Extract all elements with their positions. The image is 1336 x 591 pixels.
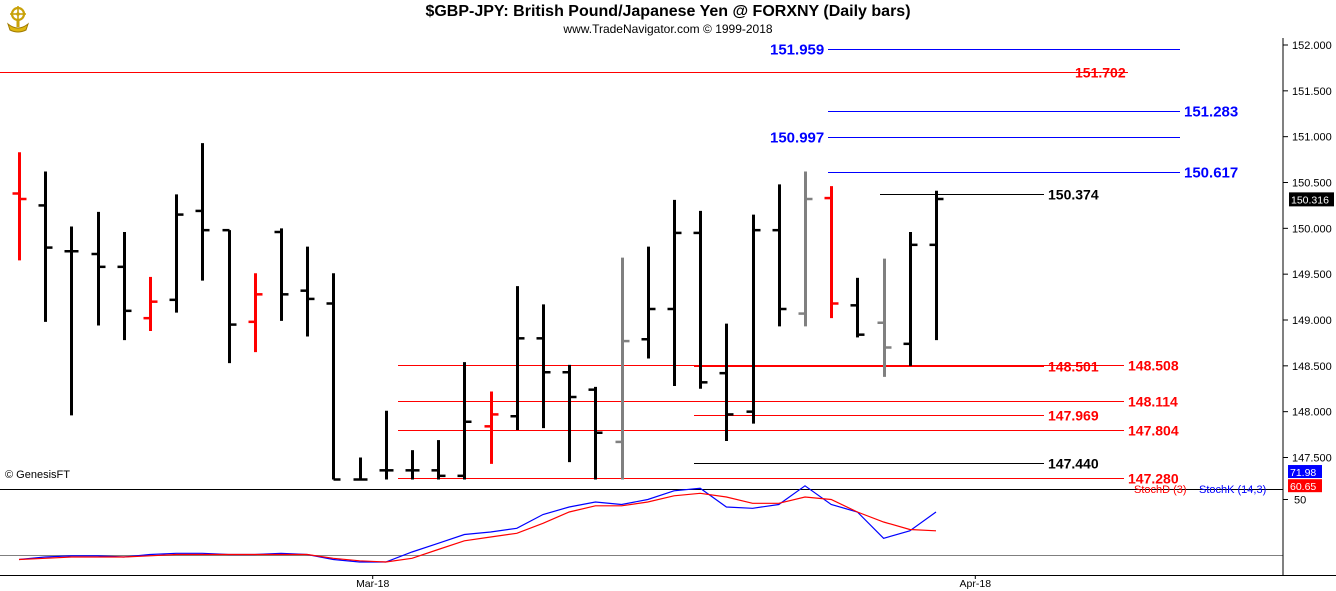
ohlc-bar: [798, 171, 813, 327]
ohlc-bar: [929, 190, 944, 341]
ohlc-bar: [300, 246, 315, 337]
ohlc-bar: [117, 232, 132, 341]
ohlc-bar: [353, 457, 368, 481]
level-label-151.959: 151.959: [770, 42, 824, 59]
chart-header: $GBP-JPY: British Pound/Japanese Yen @ F…: [0, 0, 1336, 38]
ohlc-bar: [12, 152, 27, 261]
ohlc-bar: [143, 276, 158, 331]
last-price-label: 150.316: [1291, 194, 1329, 206]
ohlc-bar: [536, 304, 551, 429]
ohlc-bar: [64, 226, 79, 416]
chart-title: $GBP-JPY: British Pound/Japanese Yen @ F…: [425, 3, 911, 20]
ohlc-bar: [693, 210, 708, 389]
level-label-150.997: 150.997: [770, 130, 824, 147]
ohlc-bar: [222, 228, 237, 364]
price-axis: 147.500 148.000 148.500 149.000 149.500 150.0…: [0, 38, 1336, 576]
ohlc-bar: [667, 199, 682, 386]
stoch-tick-label: 50: [1294, 495, 1306, 507]
level-label-147.440: 147.440: [1048, 456, 1099, 472]
ohlc-bar: [615, 257, 630, 480]
ohlc-bar: [877, 258, 892, 377]
ohlc-bar: [457, 362, 472, 480]
price-tick-label: 151.000: [1292, 132, 1332, 144]
ohlc-bar: [248, 273, 263, 353]
stoch-k-value: 71.98: [1290, 467, 1316, 479]
level-label-148.508: 148.508: [1128, 358, 1179, 374]
ohlc-bar: [510, 286, 525, 430]
time-tick-label: Mar-18: [356, 578, 389, 590]
stoch-d-value-box: [1288, 479, 1322, 493]
level-label-150.374: 150.374: [1048, 187, 1099, 203]
ohlc-bar: [326, 273, 341, 481]
last-price-box: [1289, 192, 1334, 207]
ohlc-bar: [274, 228, 289, 321]
level-label-150.617: 150.617: [1184, 165, 1238, 182]
ohlc-bar: [850, 277, 865, 338]
stoch-d-value: 60.65: [1290, 481, 1316, 493]
ohlc-bar: [38, 171, 53, 322]
level-label-147.804: 147.804: [1128, 423, 1179, 439]
price-tick-label: 148.000: [1292, 407, 1332, 419]
ohlc-bar: [91, 211, 106, 326]
ohlc-bar: [903, 232, 918, 366]
copyright-text: www.TradeNavigator.com © 1999-2018: [563, 22, 773, 36]
price-tick-label: 150.000: [1292, 223, 1332, 235]
price-tick-label: 149.000: [1292, 315, 1332, 327]
level-label-148.501: 148.501: [1048, 359, 1099, 375]
stoch-k-value-box: [1288, 465, 1322, 479]
ohlc-bars: [12, 143, 944, 481]
ohlc-bar: [484, 391, 499, 464]
ohlc-bar: [195, 143, 210, 281]
time-axis: Mar-18 Apr-18: [356, 575, 991, 590]
ohlc-bar: [824, 186, 839, 319]
price-tick-label: 151.500: [1292, 86, 1332, 98]
ohlc-bar: [431, 440, 446, 480]
ohlc-bar: [562, 364, 577, 463]
stoch-k-legend: StochK (14,3): [1199, 484, 1266, 496]
ohlc-bar: [772, 184, 787, 327]
level-label-147.280: 147.280: [1128, 471, 1179, 487]
level-label-148.114: 148.114: [1128, 394, 1178, 410]
price-tick-label: 152.000: [1292, 40, 1332, 52]
genesis-watermark: © GenesisFT: [5, 469, 70, 481]
level-label-151.702: 151.702: [1075, 65, 1126, 81]
ohlc-bar: [746, 214, 761, 424]
price-tick-label: 150.500: [1292, 178, 1332, 190]
stoch-d-line: [18, 492, 937, 563]
ohlc-bar: [588, 386, 603, 480]
ohlc-bar: [169, 194, 184, 313]
ohlc-bar: [405, 450, 420, 480]
time-tick-label: Apr-18: [960, 578, 992, 590]
level-label-147.969: 147.969: [1048, 408, 1099, 424]
gold-ship-wheel-logo-icon: [4, 4, 32, 34]
ohlc-bar: [719, 323, 734, 441]
stoch-k-line: [18, 485, 937, 563]
price-tick-label: 148.500: [1292, 361, 1332, 373]
ohlc-bar: [641, 246, 656, 359]
stochastic-panel: 71.98 60.65 50: [18, 465, 1322, 563]
ohlc-bar: [379, 410, 394, 480]
stoch-d-legend: StochD (3): [1134, 484, 1187, 496]
level-label-151.283: 151.283: [1184, 104, 1238, 121]
price-tick-label: 149.500: [1292, 269, 1332, 281]
price-tick-label: 147.500: [1292, 453, 1332, 465]
